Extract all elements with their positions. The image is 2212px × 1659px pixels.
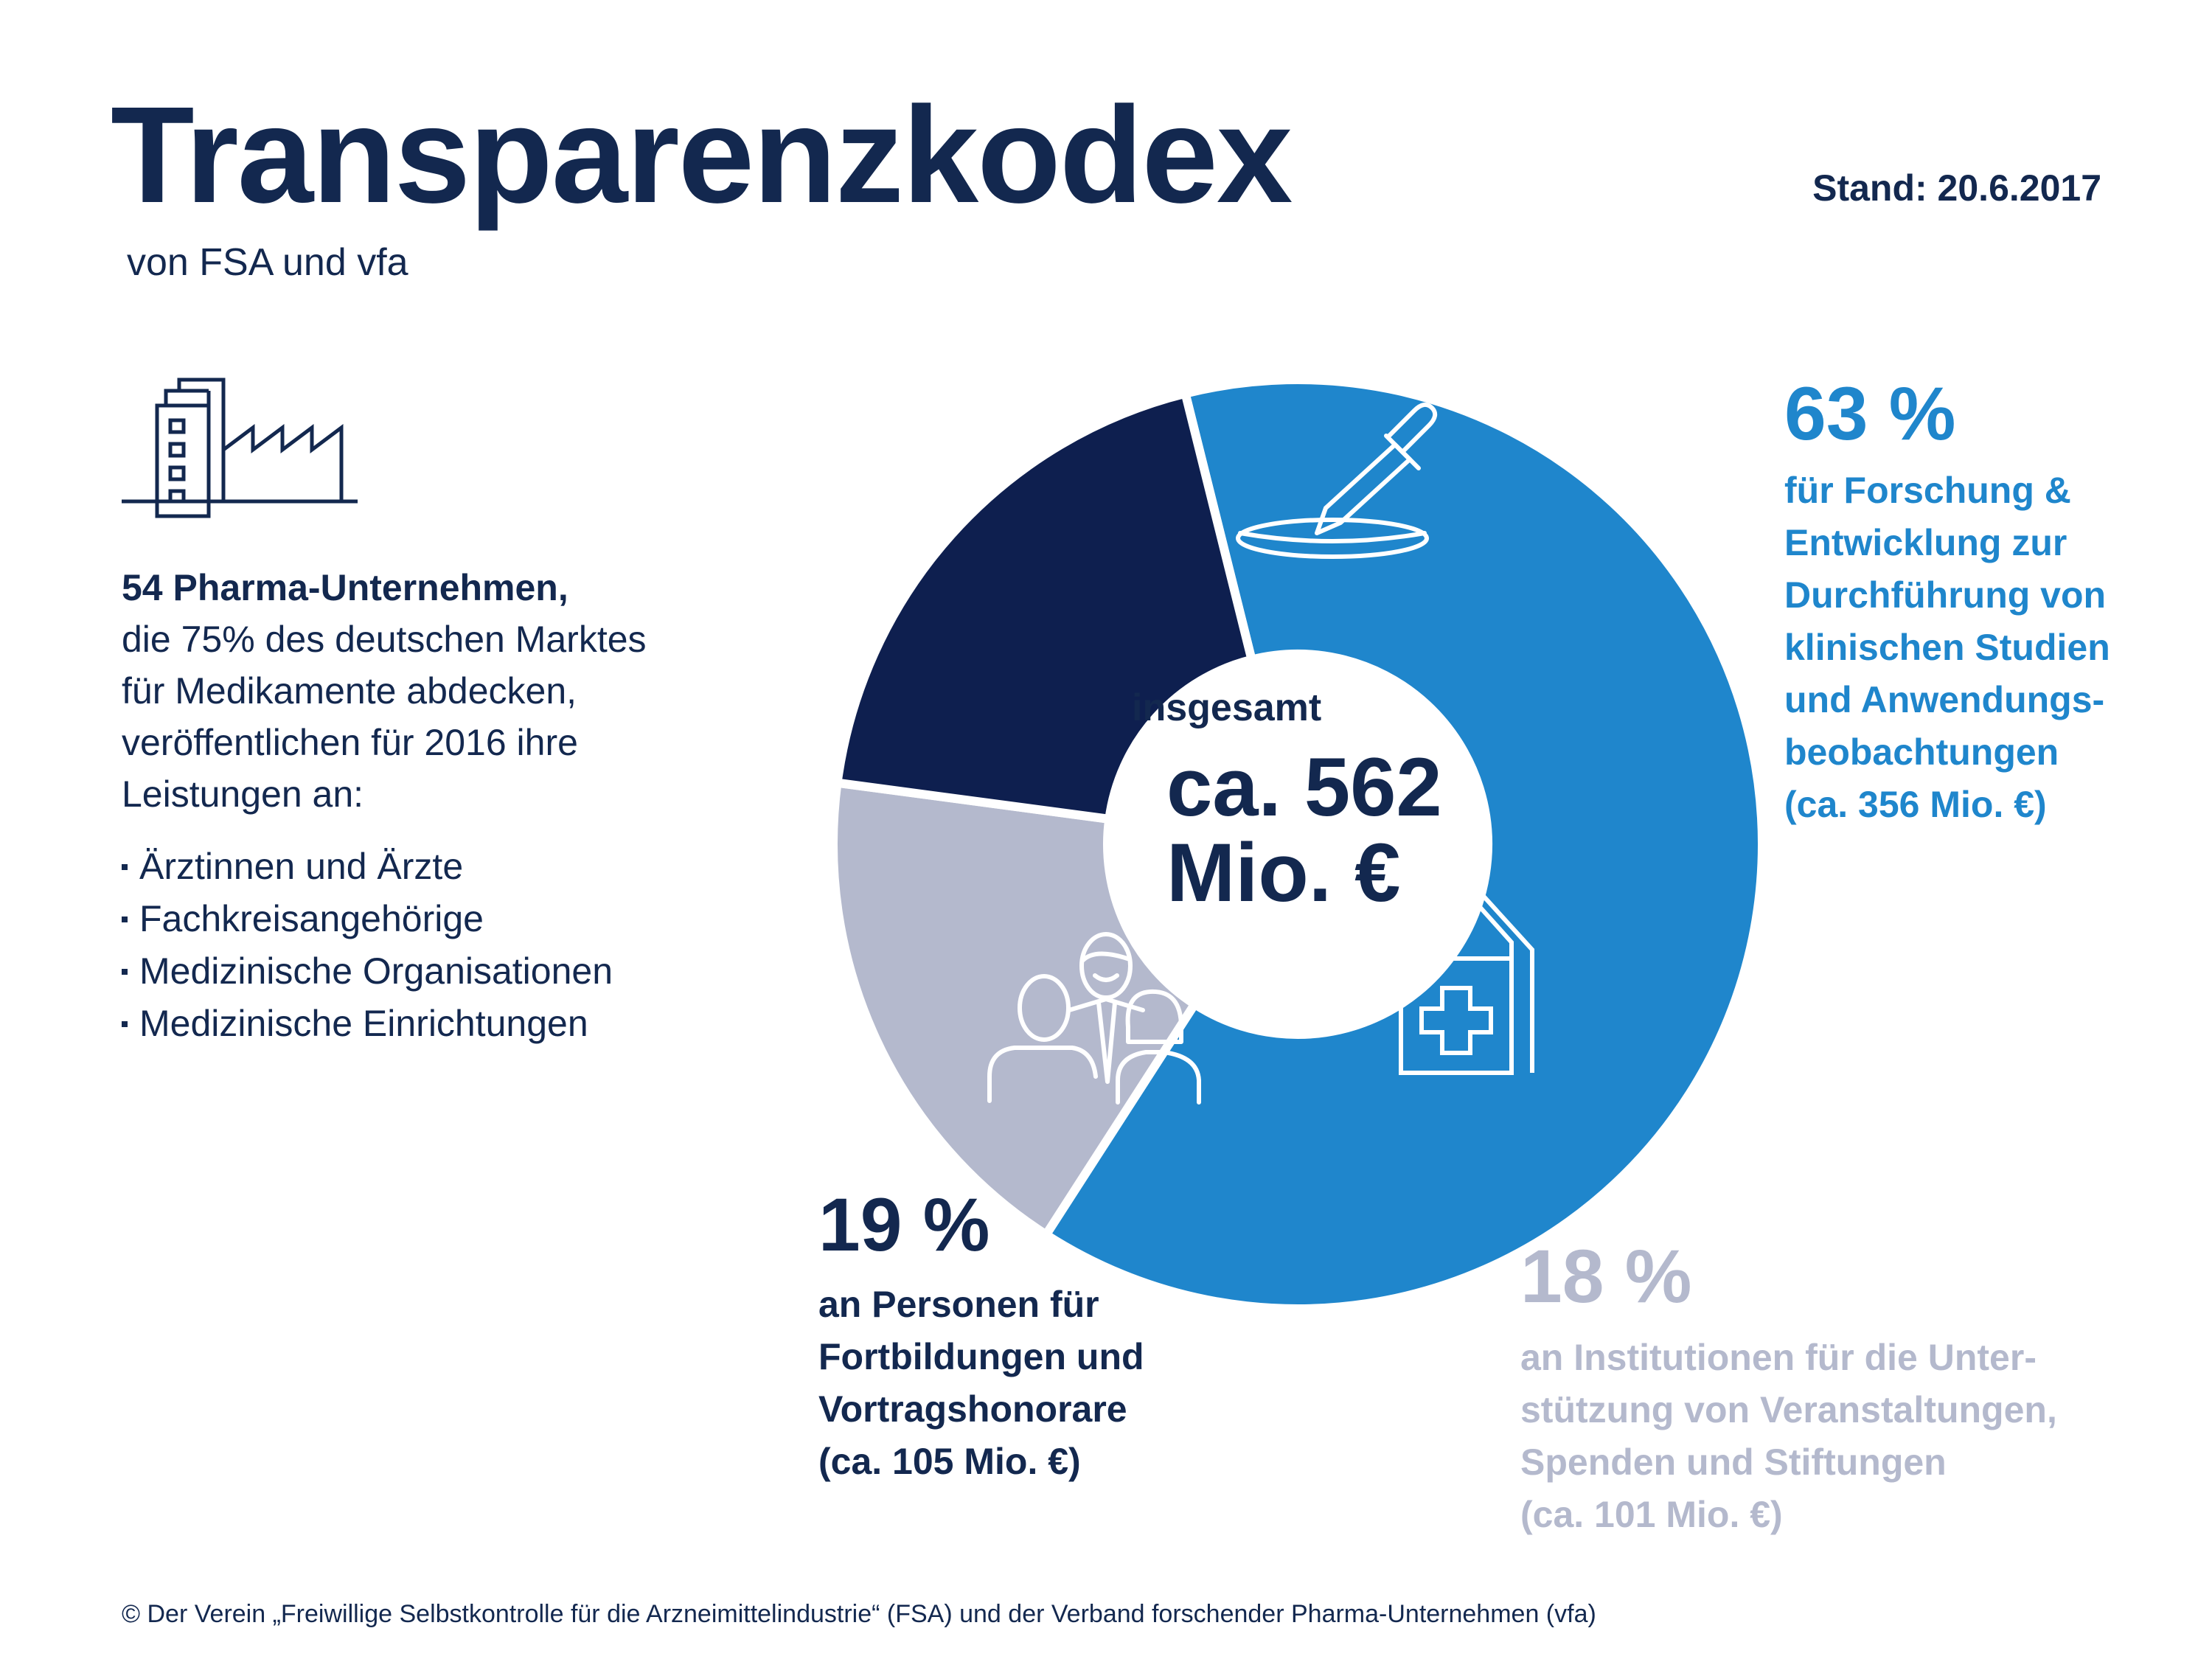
people-group-icon [987,932,1201,1105]
copyright-footer: © Der Verein „Freiwillige Selbstkontroll… [122,1600,1596,1628]
donut-slice-institutionen [829,777,1201,1241]
total-value-line: Mio. € [1166,827,1401,919]
segment-text-line: an Personen für [818,1284,1099,1325]
segment-label-personen: 19 % an Personen für Fortbildungen und V… [818,1187,1231,1488]
segment-label-forschung: 63 % für Forschung & Entwicklung zur Dur… [1784,376,2197,831]
segment-text-line: Vortragshonorare [818,1388,1127,1430]
donut-chart [829,375,1767,1313]
segment-percent: 63 % [1784,372,1956,456]
intro-line: Leistungen an: [122,773,364,815]
segment-text-line: Entwicklung zur [1784,522,2067,563]
segment-text-line: Fortbildungen und [818,1336,1144,1377]
segment-percent: 19 % [818,1183,990,1267]
segment-text-line: für Forschung & [1784,470,2071,511]
pipette-petri-icon [1236,402,1438,559]
donut-slice-personen [832,388,1257,824]
segment-text-line: und Anwendungs- [1784,679,2105,720]
intro-line: für Medikamente abdecken, [122,670,577,712]
list-item: Fachkreisangehörige [122,893,613,945]
segment-text-line: (ca. 105 Mio. €) [818,1441,1081,1482]
intro-line: die 75% des deutschen Marktes [122,619,647,660]
date-stand: Stand: 20.6.2017 [1812,167,2101,209]
total-value-line: ca. 562 [1166,741,1442,833]
segment-text-line: klinischen Studien [1784,627,2110,668]
page-title: Transparenzkodex [111,79,1293,232]
total-value: ca. 562 Mio. € [1166,745,1442,916]
segment-text-line: (ca. 101 Mio. €) [1520,1494,1783,1535]
recipient-list: Ärztinnen und Ärzte Fachkreisangehörige … [122,841,613,1050]
intro-lead: 54 Pharma-Unternehmen, [122,567,568,608]
segment-text-line: Durchführung von [1784,574,2107,616]
segment-text-line: an Institutionen für die Unter- [1520,1337,2037,1378]
segment-text-line: stützung von Veranstaltungen, [1520,1389,2057,1430]
factory-icon [122,378,358,518]
intro-line: veröffentlichen für 2016 ihre [122,722,578,763]
donut-slice-forschung-entwicklung [1040,375,1767,1313]
list-item: Medizinische Organisationen [122,945,613,998]
total-caption: insgesamt [1132,686,1322,729]
intro-text: 54 Pharma-Unternehmen, die 75% des deuts… [122,562,726,820]
list-item: Medizinische Einrichtungen [122,998,613,1050]
segment-text-line: beobachtungen [1784,731,2059,773]
segment-text-line: Spenden und Stiftungen [1520,1441,1947,1483]
segment-label-institutionen: 18 % an Institutionen für die Unter- stü… [1520,1239,2140,1541]
list-item: Ärztinnen und Ärzte [122,841,613,893]
segment-percent: 18 % [1520,1234,1692,1318]
segment-text-line: (ca. 356 Mio. €) [1784,784,2047,825]
page-subtitle: von FSA und vfa [127,241,408,284]
hospital-icon [1399,881,1534,1075]
